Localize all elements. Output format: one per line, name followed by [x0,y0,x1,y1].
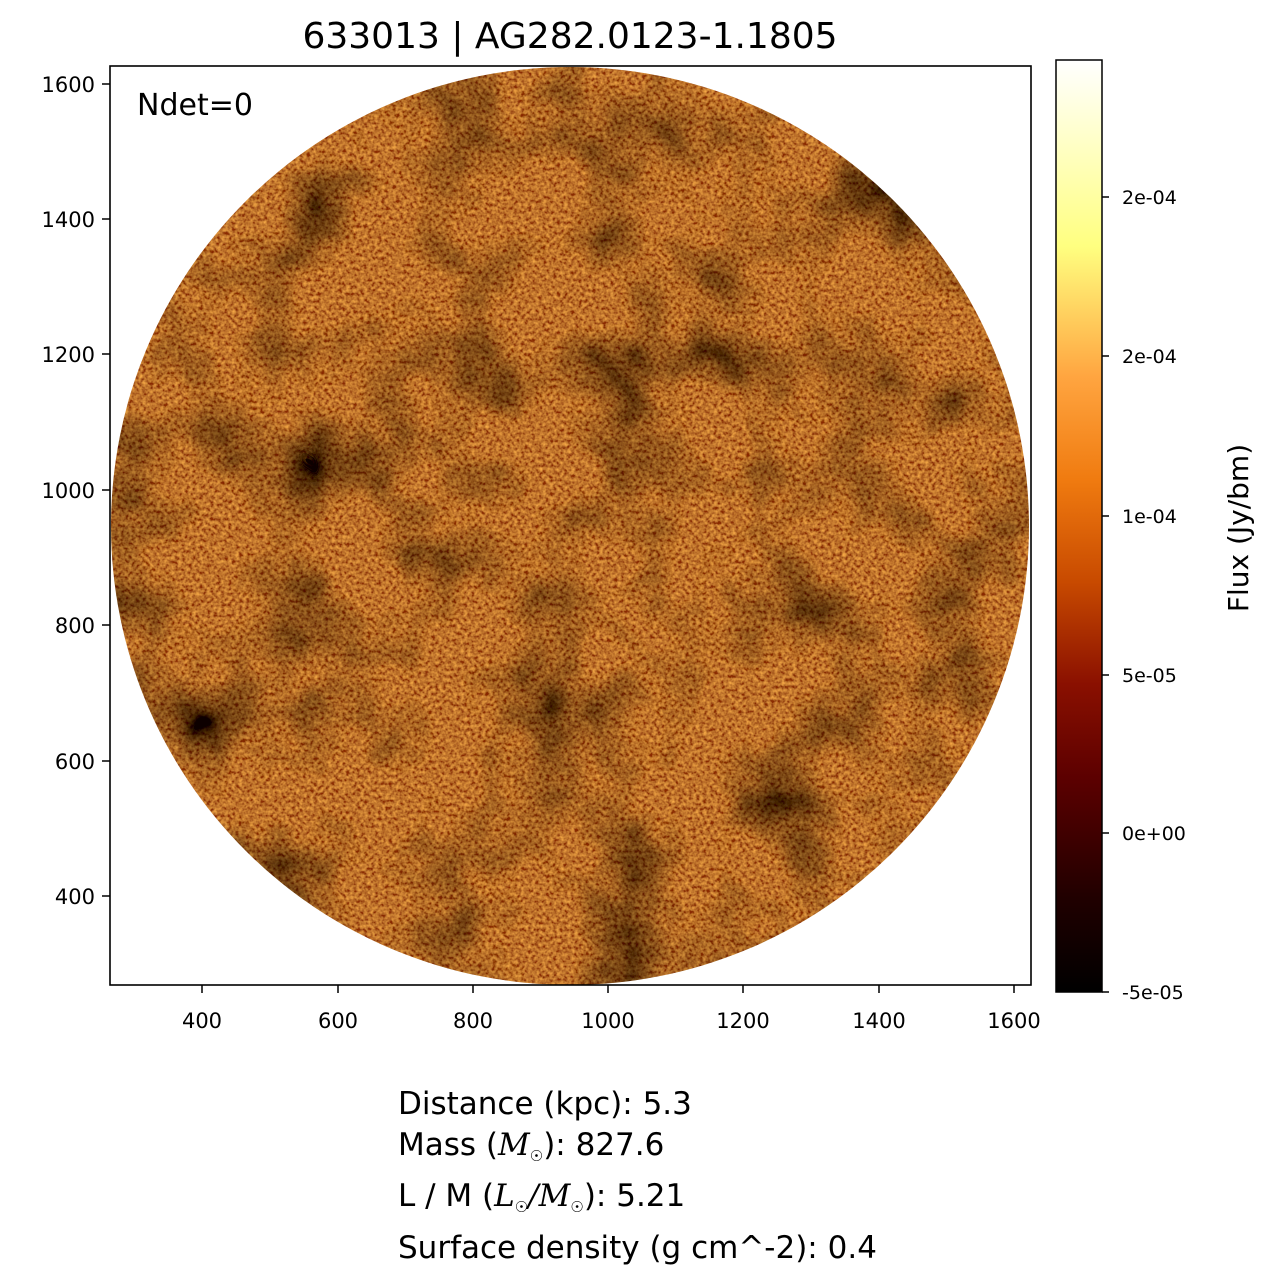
surface-density-value: 0.4 [828,1230,877,1266]
sun-symbol-icon: ☉ [530,1147,543,1165]
y-tick-label: 1600 [42,73,95,97]
colorbar-tick-label: 2e-04 [1122,346,1177,368]
distance-value: 5.3 [643,1086,692,1122]
lm-unit-l-letter: L [494,1178,515,1214]
surface-density-line: Surface density (g cm^-2): 0.4 [398,1228,877,1268]
y-tick-label: 800 [55,614,95,638]
colorbar-label: Flux (Jy/bm) [1222,444,1255,612]
y-axis: 400 600 800 1000 1200 1400 1600 [42,73,110,909]
y-tick-label: 1000 [42,479,95,503]
colorbar-tick-label: 5e-05 [1122,665,1177,687]
x-tick-label: 1000 [581,1009,634,1033]
x-axis: 400 600 800 1000 1200 1400 1600 [182,985,1041,1033]
sun-symbol-icon: ☉ [570,1198,583,1216]
x-tick-label: 800 [453,1009,493,1033]
colorbar-gradient [1056,60,1102,992]
lm-unit-m-letter: M [539,1178,571,1214]
mass-label: Mass ( [398,1127,498,1163]
x-tick-label: 1200 [716,1009,769,1033]
sun-symbol-icon: ☉ [515,1198,528,1216]
x-tick-label: 1400 [852,1009,905,1033]
lm-value: 5.21 [616,1178,685,1214]
lm-separator: / [528,1178,538,1214]
lm-unit-l: L☉ [494,1178,528,1214]
y-tick-label: 400 [55,885,95,909]
lm-line: L / M (L☉/M☉): 5.21 [398,1176,877,1228]
x-tick-label: 1600 [987,1009,1040,1033]
x-tick-label: 600 [318,1009,358,1033]
lm-label-end: ): [584,1178,616,1214]
colorbar-tick-label: 0e+00 [1122,823,1186,845]
surface-density-label: Surface density (g cm^-2): [398,1230,828,1266]
y-tick-label: 600 [55,750,95,774]
colorbar-tick-label: 2e-04 [1122,187,1177,209]
y-tick-label: 1400 [42,208,95,232]
mass-unit-letter: M [498,1127,530,1163]
flux-map [111,67,1031,985]
distance-label: Distance (kpc): [398,1086,643,1122]
x-tick-label: 400 [182,1009,222,1033]
colorbar: -5e-05 0e+00 5e-05 1e-04 2e-04 2e-04 Flu… [1056,60,1255,1004]
mass-value: 827.6 [576,1127,665,1163]
lm-unit-m: M☉ [539,1178,584,1214]
colorbar-tick-label: -5e-05 [1122,982,1184,1004]
chart-title: 633013 | AG282.0123-1.1805 [302,16,837,57]
mass-unit: M☉ [498,1127,543,1163]
lm-label: L / M ( [398,1178,494,1214]
colorbar-tick-label: 1e-04 [1122,506,1177,528]
ndet-annotation: Ndet=0 [137,88,253,123]
distance-line: Distance (kpc): 5.3 [398,1084,877,1125]
mass-line: Mass (M☉): 827.6 [398,1125,877,1177]
mass-label-end: ): [543,1127,575,1163]
y-tick-label: 1200 [42,343,95,367]
source-info: Distance (kpc): 5.3 Mass (M☉): 827.6 L /… [398,1084,877,1268]
